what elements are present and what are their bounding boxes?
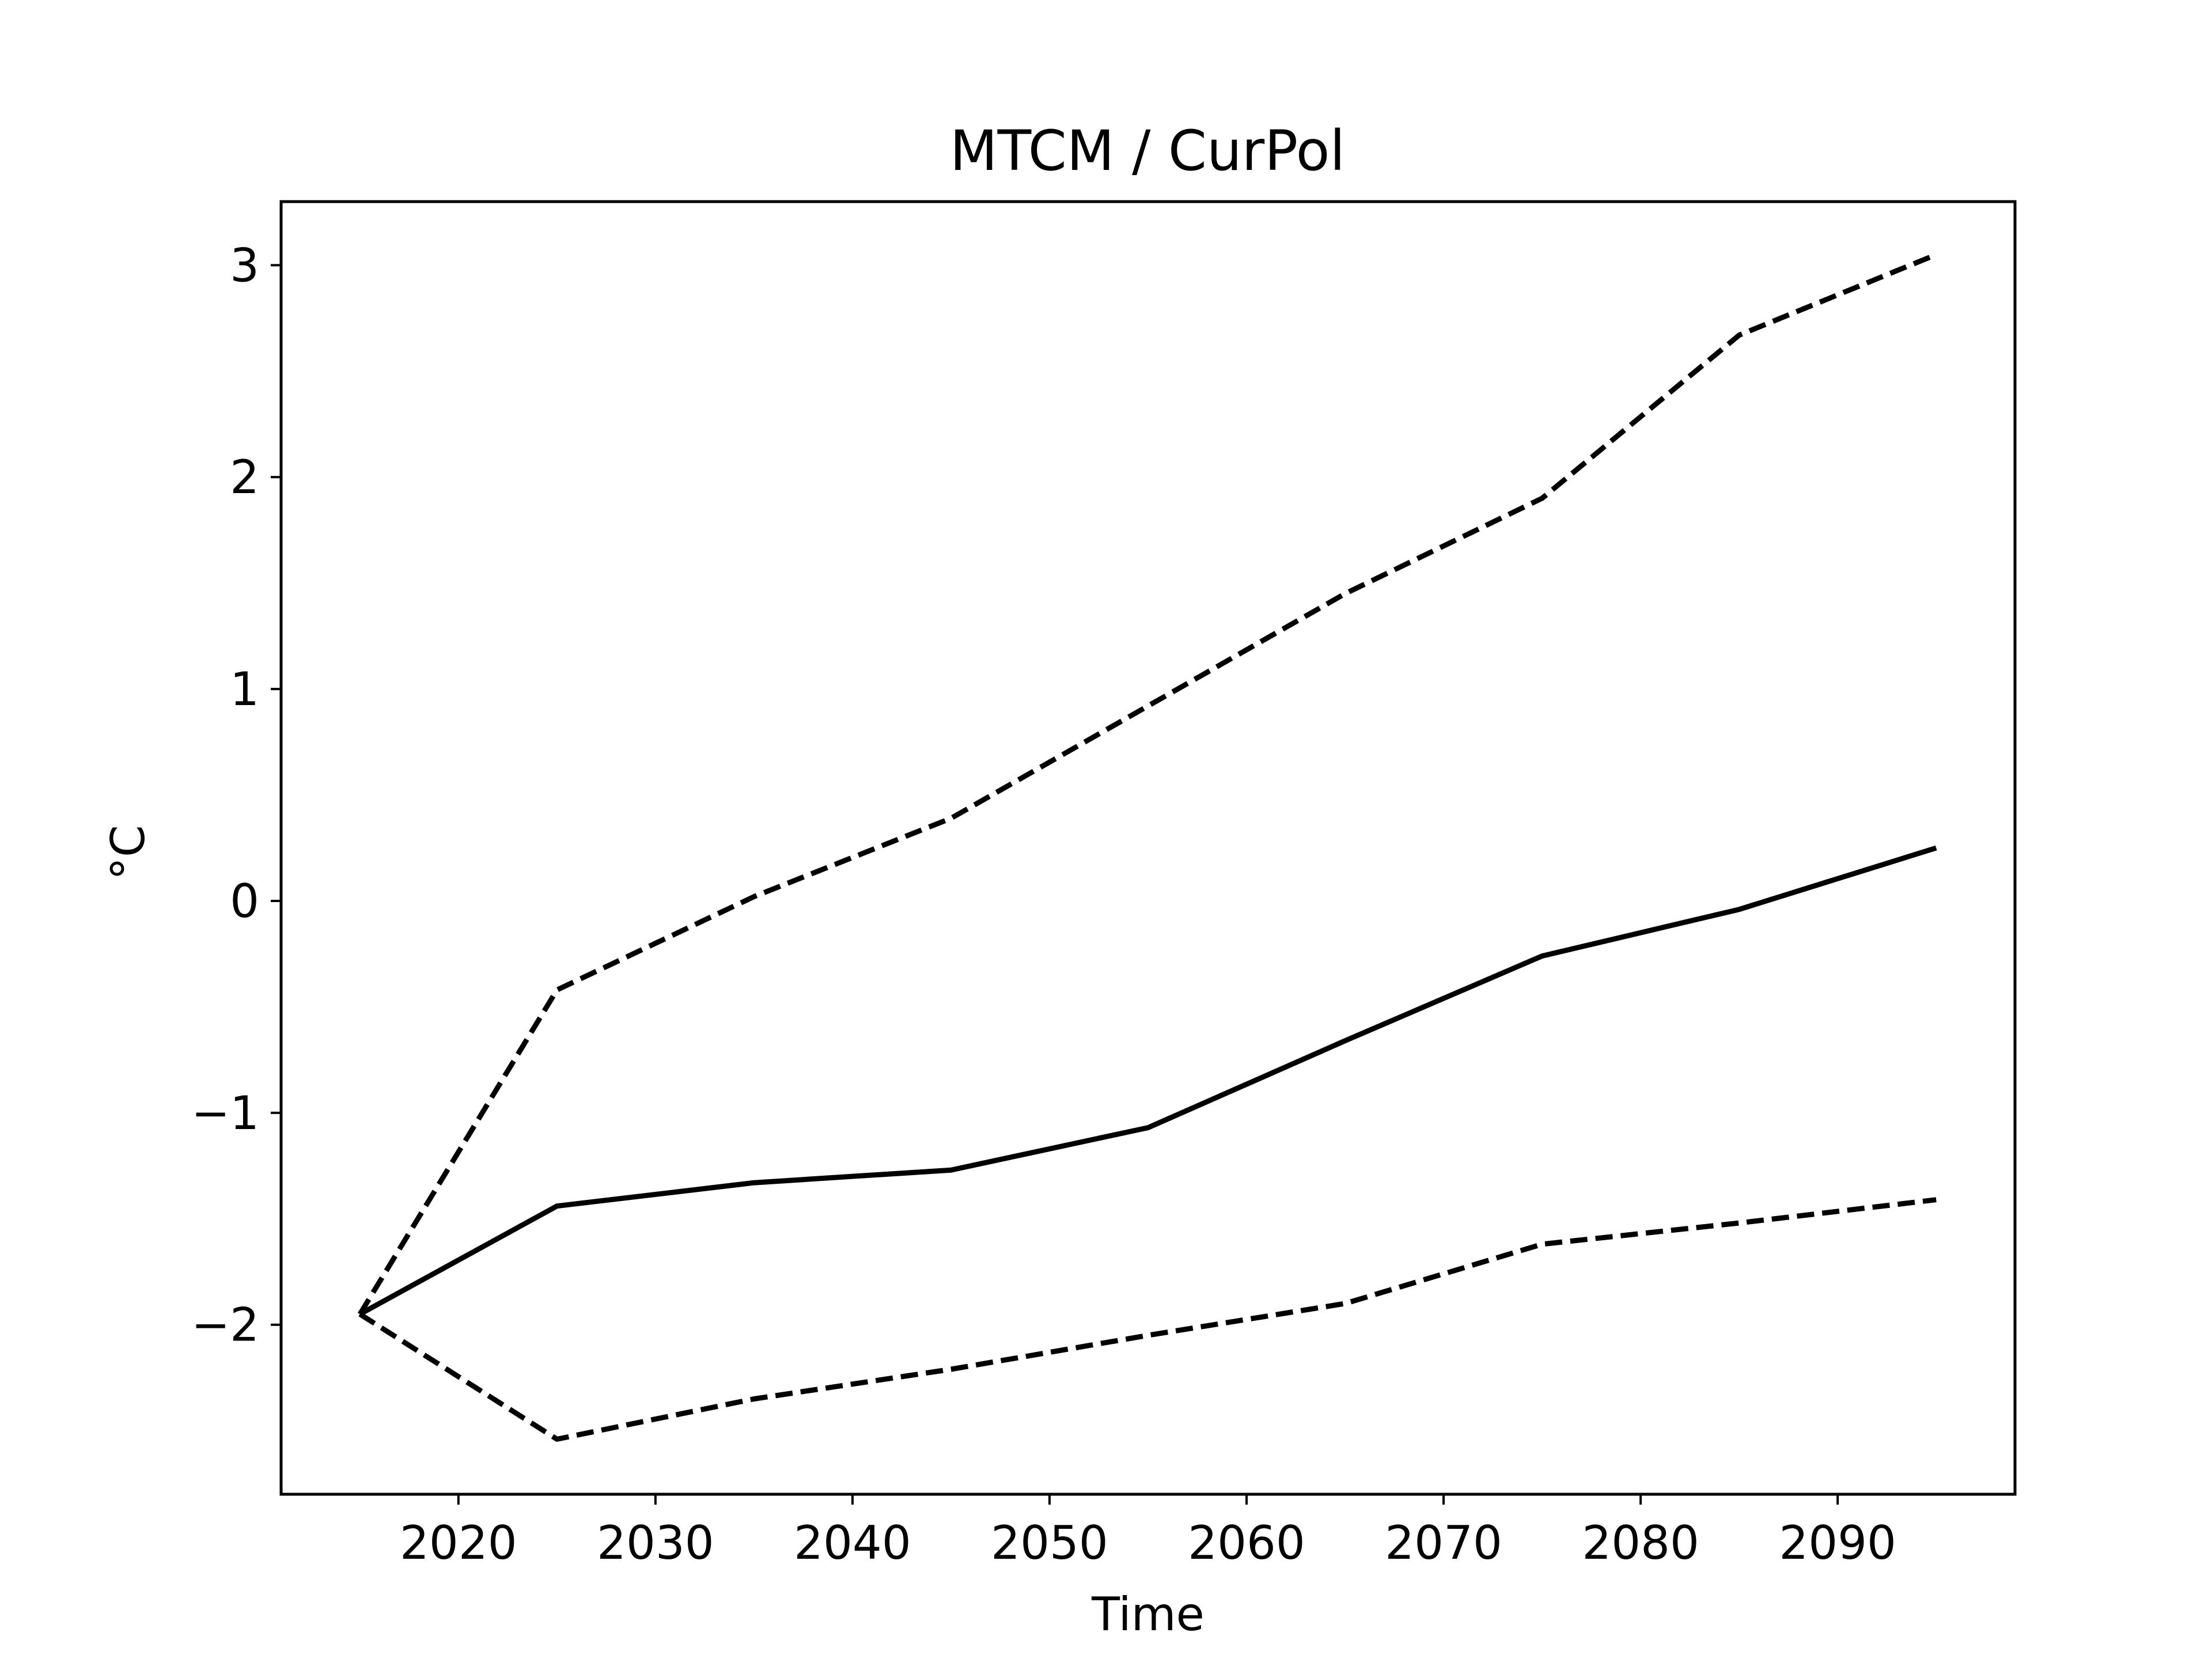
plot-frame [279,200,2017,1496]
plot-area [279,200,2017,1496]
x-tick-label: 2030 [597,1516,714,1570]
x-tick-label: 2080 [1582,1516,1699,1570]
x-tick-label: 2050 [991,1516,1108,1570]
series-line-0 [358,845,1937,1317]
series-line-2 [358,1197,1937,1442]
x-axis: 2020 2030 2040 2050 2060 2070 2080 2090 [400,1494,1896,1570]
y-tick-label: −1 [191,1086,259,1140]
series-layer [357,252,1937,1442]
y-tick-label: 3 [230,238,259,292]
x-tick-label: 2020 [400,1516,517,1570]
x-tick-label: 2040 [794,1516,911,1570]
y-tick-label: −2 [191,1298,259,1352]
y-axis: −2 −1 0 1 2 3 [191,238,281,1352]
y-tick-label: 0 [230,874,259,928]
y-tick-label: 1 [230,662,259,716]
x-tick-label: 2070 [1385,1516,1502,1570]
x-tick-label: 2090 [1779,1516,1896,1570]
series-line-1 [357,252,1937,1316]
x-axis-label: Time [1091,1588,1205,1641]
y-tick-label: 2 [230,450,259,504]
x-tick-label: 2060 [1188,1516,1305,1570]
y-axis-label: °C [101,825,155,880]
chart-title: MTCM / CurPol [950,119,1345,183]
